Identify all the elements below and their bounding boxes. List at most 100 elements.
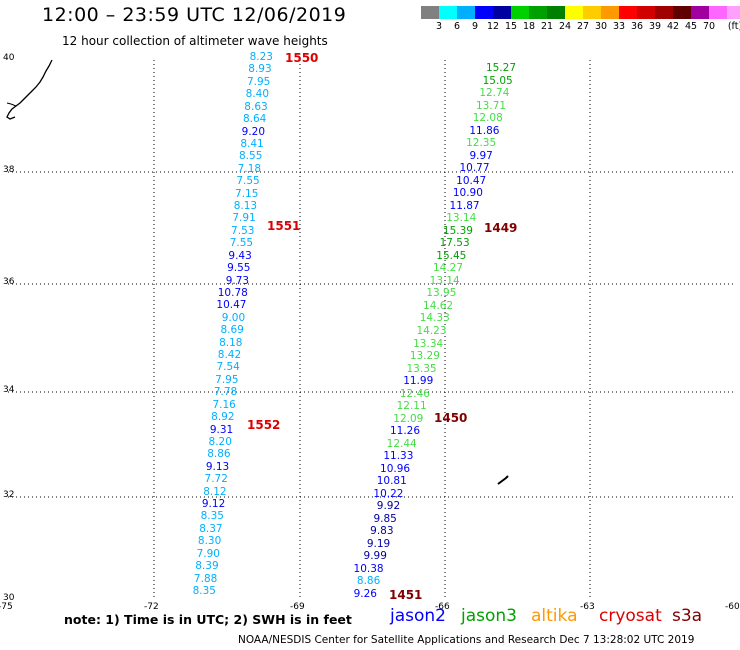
chart-subtitle: 12 hour collection of altimeter wave hei…: [62, 34, 328, 48]
swh-value: 15.39: [442, 224, 473, 237]
swh-value: 8.42: [217, 349, 242, 362]
swh-value: 7.54: [216, 361, 240, 374]
swh-value: 7.53: [231, 224, 255, 237]
latitude-label: 32: [3, 490, 15, 500]
legend-label: 30: [594, 21, 608, 32]
pass-label: 1449: [484, 221, 518, 235]
swh-value: 9.20: [241, 125, 266, 138]
swh-value: 7.16: [212, 398, 236, 411]
legend-label: 18: [522, 21, 536, 32]
swh-value: 7.72: [204, 473, 228, 486]
swh-value: 10.47: [456, 174, 487, 187]
legend-swatch: [583, 6, 601, 19]
pass-label: 1451: [389, 588, 423, 602]
swh-value: 15.05: [482, 74, 513, 87]
swh-value: 7.78: [213, 386, 238, 399]
swh-value: 9.55: [227, 262, 251, 275]
satellite-altika: altika: [531, 606, 578, 626]
footer-credit: NOAA/NESDIS Center for Satellite Applica…: [238, 634, 695, 646]
legend-swatch: [475, 6, 493, 19]
swh-value: 8.35: [192, 585, 216, 597]
legend-label: 45: [684, 21, 698, 32]
swh-value: 15.27: [485, 62, 516, 74]
swh-value: 13.35: [406, 362, 437, 375]
legend-label: 9: [471, 21, 479, 32]
swh-value: 10.96: [380, 462, 411, 475]
swh-value: 12.35: [466, 137, 497, 150]
satellite-s3a: s3a: [672, 606, 703, 626]
swh-value: 10.22: [373, 487, 404, 500]
legend-swatch: [691, 6, 709, 19]
swh-value: 10.90: [452, 187, 483, 200]
swh-value: 9.99: [363, 550, 387, 563]
pass-label: 1550: [285, 51, 319, 65]
legend-swatch: [511, 6, 529, 19]
swh-value: 11.87: [449, 199, 480, 212]
swh-value: 14.33: [419, 312, 450, 325]
legend-label: 21: [540, 21, 554, 32]
note-text: note: 1) Time is in UTC; 2) SWH is in fe…: [64, 612, 352, 627]
swh-value: 9.26: [353, 588, 377, 600]
legend-swatch: [529, 6, 547, 19]
swh-value: 13.14: [429, 274, 460, 287]
swh-value: 9.43: [228, 249, 252, 262]
swh-value: 8.18: [219, 336, 243, 349]
longitude-label: -75: [0, 602, 13, 612]
legend-label: 24: [558, 21, 572, 32]
swh-value: 8.55: [239, 150, 263, 163]
swh-value: 9.19: [366, 537, 391, 550]
chart-title: 12:00 – 23:59 UTC 12/06/2019: [42, 4, 347, 26]
swh-value: 8.37: [199, 522, 223, 535]
pass-label: 1551: [267, 219, 301, 233]
satellite-jason3: jason3: [461, 606, 517, 626]
swh-value: 9.12: [201, 498, 226, 511]
swh-value: 9.73: [225, 274, 250, 287]
legend-swatch: [439, 6, 457, 19]
swh-value: 8.30: [197, 535, 222, 548]
legend-swatch: [709, 6, 727, 19]
legend-swatch: [421, 6, 439, 19]
swh-value: 7.91: [232, 212, 256, 225]
legend-label: 70: [702, 21, 716, 32]
swh-value: 7.95: [215, 373, 239, 386]
longitude-label: -63: [580, 602, 595, 612]
swh-value: 10.81: [376, 475, 407, 488]
swh-value: 9.31: [209, 423, 234, 436]
legend-swatch: [727, 6, 740, 19]
legend-swatch: [457, 6, 475, 19]
swh-value: 17.53: [439, 237, 470, 250]
satellite-jason2: jason2: [390, 606, 446, 626]
swh-value: 8.86: [356, 575, 381, 588]
swh-value: 10.77: [459, 162, 490, 175]
legend-swatch: [673, 6, 691, 19]
latitude-label: 40: [3, 53, 15, 63]
swh-value: 8.23: [249, 51, 273, 63]
latitude-label: 38: [3, 165, 15, 175]
legend-label: 12: [486, 21, 500, 32]
legend-label: 3: [435, 21, 443, 32]
swh-value: 9.85: [373, 512, 397, 525]
satellite-cryosat: cryosat: [599, 606, 662, 626]
swh-value: 7.15: [235, 187, 259, 200]
legend-swatch: [619, 6, 637, 19]
legend-swatches: [421, 6, 740, 19]
legend-label: 27: [576, 21, 590, 32]
legend-swatch: [655, 6, 673, 19]
legend-label: 15: [504, 21, 518, 32]
swh-value: 7.90: [196, 547, 220, 560]
swh-value: 8.92: [211, 411, 235, 424]
swh-value: 9.97: [469, 149, 493, 162]
swh-value: 8.13: [233, 200, 258, 213]
swh-value: 12.44: [386, 437, 417, 450]
swh-value: 10.38: [353, 562, 384, 575]
bermuda-island: [497, 475, 509, 485]
latitude-label: 34: [3, 385, 15, 395]
legend-label: 39: [648, 21, 662, 32]
swh-value: 8.12: [203, 485, 227, 498]
legend-swatch: [637, 6, 655, 19]
swh-value: 8.35: [200, 510, 224, 523]
swh-value: 8.64: [242, 113, 267, 126]
